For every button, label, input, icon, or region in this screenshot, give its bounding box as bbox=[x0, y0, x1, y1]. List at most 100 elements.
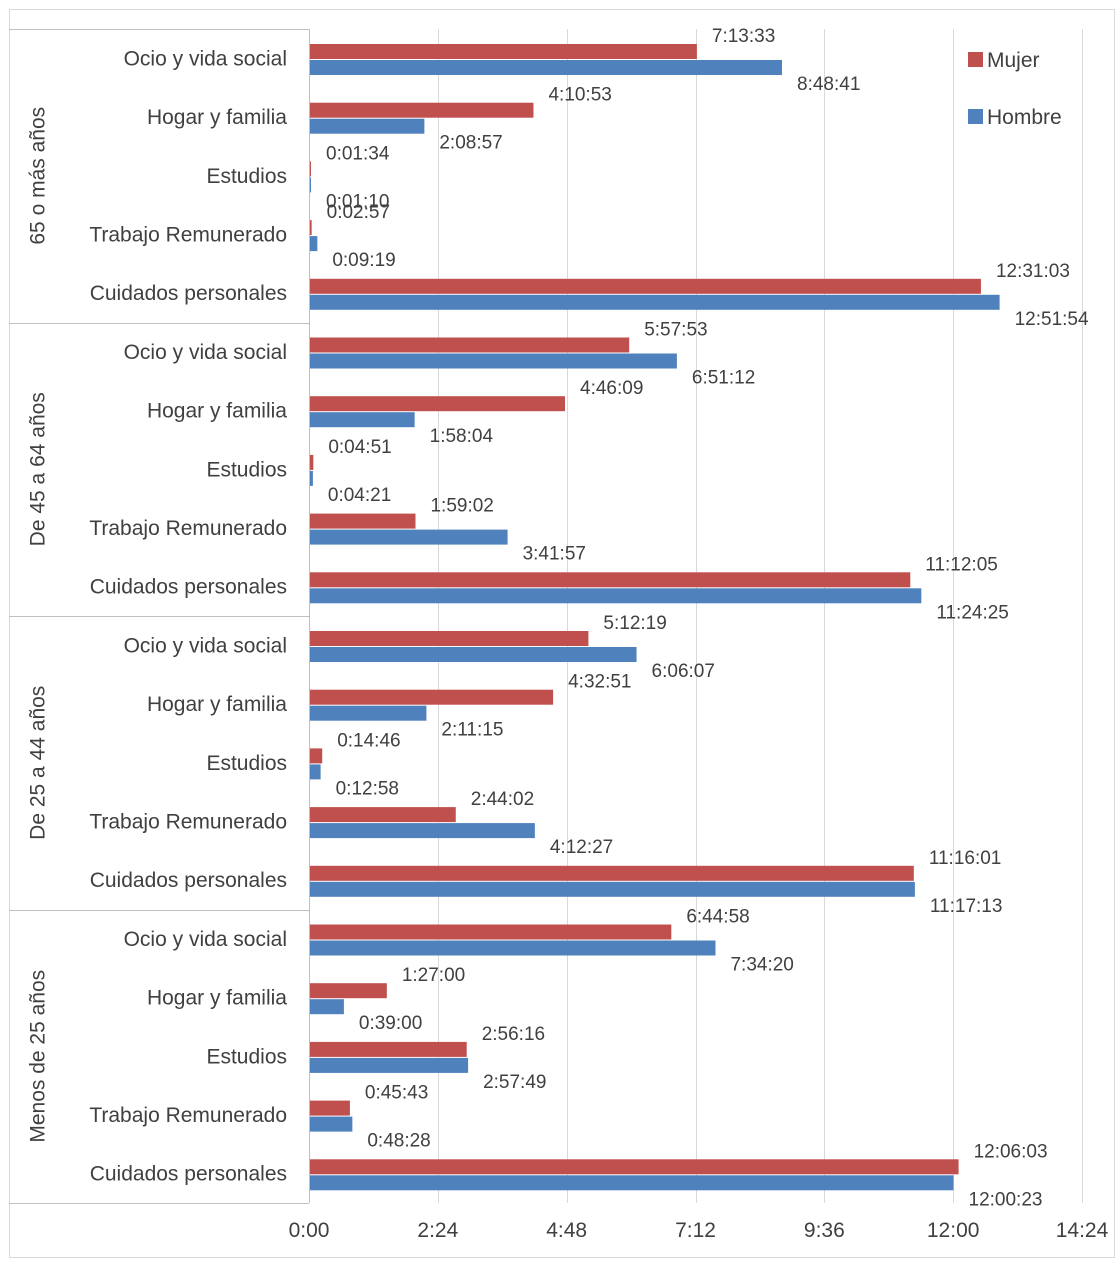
bar-hombre bbox=[309, 705, 427, 721]
category-label: Cuidados personales bbox=[90, 1163, 287, 1186]
data-label: 8:48:41 bbox=[797, 74, 860, 95]
category-label: Cuidados personales bbox=[90, 869, 287, 892]
data-label: 12:51:54 bbox=[1015, 309, 1089, 330]
group-label: De 45 a 64 años bbox=[27, 392, 50, 546]
bar-hombre bbox=[309, 60, 783, 75]
legend-label-mujer: Mujer bbox=[987, 49, 1040, 72]
data-label: 0:02:57 bbox=[327, 202, 390, 223]
data-label: 1:27:00 bbox=[402, 965, 465, 986]
category-label: Trabajo Remunerado bbox=[89, 1104, 287, 1127]
data-label: 4:10:53 bbox=[548, 85, 611, 106]
x-tick-label: 14:24 bbox=[1056, 1219, 1109, 1242]
data-label: 2:11:15 bbox=[441, 720, 503, 741]
x-tick-label: 7:12 bbox=[675, 1219, 716, 1242]
data-label: 4:46:09 bbox=[580, 378, 643, 399]
data-label: 0:09:19 bbox=[332, 250, 395, 271]
data-label: 0:48:28 bbox=[367, 1131, 430, 1152]
data-label: 5:12:19 bbox=[603, 613, 666, 634]
bar-hombre bbox=[309, 1057, 469, 1073]
data-label: 12:31:03 bbox=[996, 261, 1070, 282]
data-label: 0:04:21 bbox=[328, 485, 391, 506]
bar-mujer bbox=[309, 924, 672, 940]
category-label: Cuidados personales bbox=[90, 282, 287, 305]
data-label: 11:24:25 bbox=[936, 602, 1009, 623]
category-label: Estudios bbox=[206, 1045, 287, 1068]
data-label: 2:08:57 bbox=[439, 133, 502, 154]
x-tick-label: 9:36 bbox=[804, 1219, 845, 1242]
data-label: 4:12:27 bbox=[550, 837, 613, 858]
data-label: 0:45:43 bbox=[365, 1083, 428, 1104]
x-tick-label: 2:24 bbox=[417, 1219, 458, 1242]
bar-mujer bbox=[309, 513, 416, 529]
bar-mujer bbox=[309, 396, 566, 412]
data-label: 2:56:16 bbox=[482, 1024, 545, 1045]
data-label: 0:04:51 bbox=[328, 437, 391, 458]
data-label: 0:39:00 bbox=[359, 1013, 422, 1034]
bar-hombre bbox=[309, 1116, 353, 1132]
data-label: 7:13:33 bbox=[712, 26, 775, 47]
category-label: Hogar y familia bbox=[147, 106, 287, 129]
category-label: Trabajo Remunerado bbox=[89, 223, 287, 246]
data-label: 0:14:46 bbox=[337, 730, 400, 751]
group-label: De 25 a 44 años bbox=[27, 686, 50, 840]
category-label: Hogar y familia bbox=[147, 693, 287, 716]
category-label: Trabajo Remunerado bbox=[89, 517, 287, 540]
category-label: Ocio y vida social bbox=[124, 634, 287, 657]
data-label: 6:44:58 bbox=[686, 907, 749, 928]
bar-hombre bbox=[309, 999, 344, 1015]
data-label: 0:01:34 bbox=[326, 143, 390, 164]
data-label: 12:06:03 bbox=[974, 1141, 1048, 1162]
bar-mujer bbox=[309, 278, 981, 294]
category-label: Ocio y vida social bbox=[124, 928, 287, 951]
data-label: 6:06:07 bbox=[652, 661, 715, 682]
bar-mujer bbox=[309, 865, 914, 881]
category-label: Estudios bbox=[206, 458, 287, 481]
legend-swatch-hombre bbox=[968, 109, 983, 124]
data-label: 7:34:20 bbox=[730, 955, 793, 976]
bar-hombre bbox=[309, 294, 1000, 310]
bar-mujer bbox=[309, 337, 630, 353]
bar-mujer bbox=[309, 572, 911, 588]
bar-mujer bbox=[309, 44, 697, 59]
bar-hombre bbox=[309, 412, 415, 428]
data-label: 1:58:04 bbox=[430, 426, 494, 447]
bar-mujer bbox=[309, 983, 387, 999]
bar-hombre bbox=[309, 881, 915, 897]
legend-label-hombre: Hombre bbox=[987, 106, 1062, 129]
x-tick-label: 4:48 bbox=[546, 1219, 587, 1242]
bar-mujer bbox=[309, 454, 314, 470]
bar-hombre bbox=[309, 236, 318, 252]
data-label: 11:16:01 bbox=[929, 848, 1002, 869]
data-label: 1:59:02 bbox=[430, 496, 493, 517]
category-label: Estudios bbox=[206, 165, 287, 188]
bar-mujer bbox=[309, 1100, 350, 1116]
bar-hombre bbox=[309, 529, 508, 545]
data-label: 2:44:02 bbox=[471, 789, 534, 810]
data-label: 11:17:13 bbox=[930, 896, 1003, 917]
bar-mujer bbox=[309, 807, 456, 823]
data-label: 11:12:05 bbox=[925, 554, 998, 575]
bar-mujer bbox=[309, 748, 323, 764]
bar-hombre bbox=[309, 588, 922, 604]
category-label: Ocio y vida social bbox=[124, 47, 287, 70]
bar-mujer bbox=[309, 1159, 959, 1175]
data-label: 5:57:53 bbox=[644, 320, 707, 341]
legend-swatch-mujer bbox=[968, 52, 983, 67]
bar-mujer bbox=[309, 631, 589, 646]
bar-mujer bbox=[309, 102, 534, 118]
category-label: Hogar y familia bbox=[147, 400, 287, 423]
bar-hombre bbox=[309, 118, 425, 134]
x-tick-label: 0:00 bbox=[289, 1219, 330, 1242]
category-label: Cuidados personales bbox=[90, 576, 287, 599]
x-tick-label: 12:00 bbox=[927, 1219, 980, 1242]
category-label: Ocio y vida social bbox=[124, 341, 287, 364]
bar-hombre bbox=[309, 353, 677, 369]
bar-hombre bbox=[309, 1175, 954, 1191]
data-label: 6:51:12 bbox=[692, 368, 755, 389]
bar-hombre bbox=[309, 470, 313, 486]
group-label: 65 o más años bbox=[27, 107, 50, 245]
category-label: Estudios bbox=[206, 752, 287, 775]
bar-hombre bbox=[309, 823, 535, 839]
